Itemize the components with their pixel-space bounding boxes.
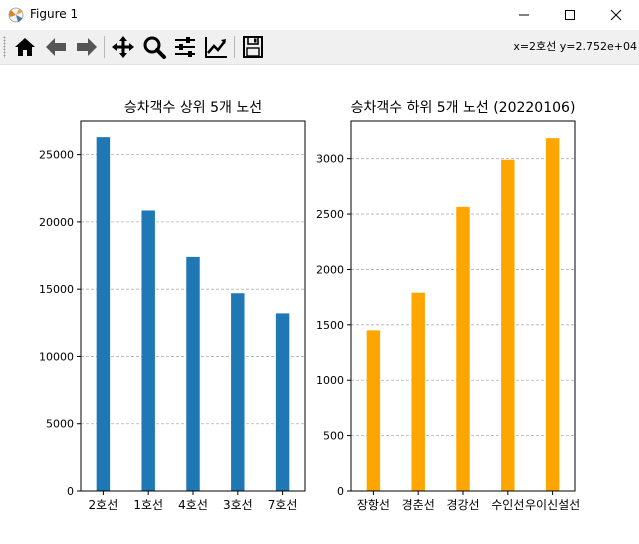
x-tick-label: 장항선	[357, 498, 390, 512]
maximize-button[interactable]	[547, 0, 593, 30]
minimize-button[interactable]	[501, 0, 547, 30]
home-icon[interactable]	[12, 34, 38, 60]
coordinates-readout: x=2호선 y=2.752e+04	[513, 40, 637, 53]
y-tick-label: 2000	[316, 263, 344, 276]
bar	[96, 137, 111, 491]
toolbar-separator	[234, 36, 235, 58]
toolbar-grip[interactable]	[3, 36, 6, 58]
chart-panel-2: 승차객수 하위 5개 노선 (20220106) 0 500 1000 1500 2000…	[316, 100, 580, 512]
y-tick-label: 10000	[39, 350, 74, 363]
y-tick-label: 1500	[316, 319, 344, 332]
bar	[411, 292, 425, 491]
chart-title: 승차객수 상위 5개 노선	[124, 100, 262, 116]
bar	[366, 330, 381, 491]
save-icon[interactable]	[240, 34, 266, 60]
bar	[456, 206, 470, 492]
forward-icon[interactable]	[74, 34, 100, 60]
configure-subplots-icon[interactable]	[172, 34, 198, 60]
x-tick-label: 경춘선	[402, 498, 435, 512]
x-tick-label: 1호선	[133, 498, 163, 512]
bar	[275, 313, 290, 491]
chart-panel-1: 승차객수 상위 5개 노선 0 5000 10000 15000 20000 25000 2호…	[39, 100, 306, 512]
matplotlib-app-icon	[8, 7, 24, 23]
y-tick-label: 0	[67, 485, 74, 498]
y-tick-label: 15000	[39, 283, 74, 296]
y-tick-label: 0	[337, 485, 344, 498]
y-tick-label: 5000	[46, 418, 74, 431]
figure-canvas[interactable]: 승차객수 상위 5개 노선05000100001500020000250002호…	[0, 64, 639, 544]
x-tick-label: 수인선	[491, 498, 524, 512]
chart-title: 승차객수 하위 5개 노선 (20220106)	[351, 100, 576, 116]
y-tick-label: 2500	[316, 208, 344, 221]
y-tick-label: 20000	[39, 216, 74, 229]
y-tick-label: 1000	[316, 374, 344, 387]
edit-axis-icon[interactable]	[203, 34, 229, 60]
close-button[interactable]	[593, 0, 639, 30]
y-tick-label: 3000	[316, 153, 344, 166]
bar	[141, 210, 155, 492]
toolbar-separator	[104, 36, 105, 58]
window-title: Figure 1	[30, 7, 79, 21]
x-tick-label: 우이신설선	[525, 498, 580, 512]
zoom-icon[interactable]	[141, 34, 167, 60]
bar	[545, 138, 560, 491]
y-tick-label: 25000	[39, 149, 74, 162]
x-tick-label: 7호선	[268, 498, 298, 512]
bar	[186, 256, 200, 491]
toolbar: x=2호선 y=2.752e+04	[0, 30, 639, 65]
x-tick-label: 4호선	[178, 498, 208, 512]
x-tick-label: 3호선	[223, 498, 253, 512]
y-tick-label: 500	[323, 430, 344, 443]
x-tick-label: 2호선	[89, 498, 119, 512]
x-tick-label: 경강선	[446, 498, 479, 512]
pan-icon[interactable]	[110, 34, 136, 60]
window-titlebar: Figure 1	[0, 0, 639, 30]
bar	[501, 159, 515, 491]
bar	[231, 293, 245, 491]
back-icon[interactable]	[43, 34, 69, 60]
